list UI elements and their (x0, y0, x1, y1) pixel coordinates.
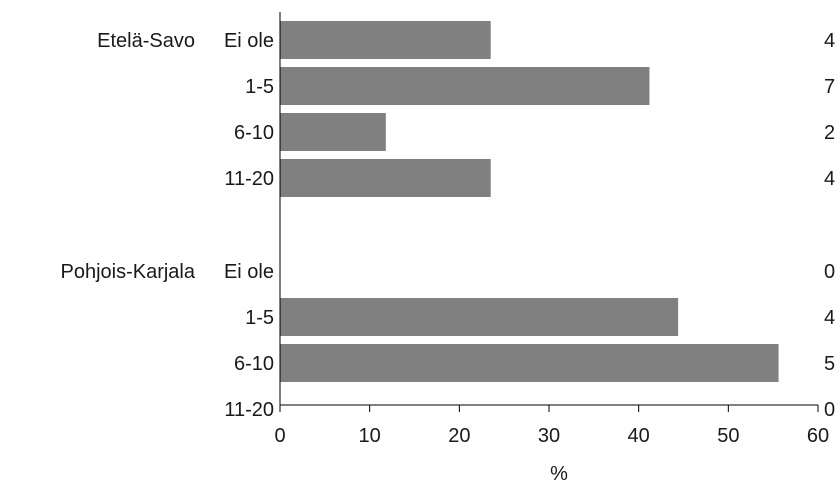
count-label: 4 (824, 307, 835, 329)
bar-0-3 (280, 159, 491, 197)
count-label: 7 (824, 76, 835, 98)
count-label: 4 (824, 30, 835, 52)
x-tick-label: 40 (628, 425, 650, 447)
category-label: 11-20 (224, 168, 274, 190)
count-label: 0 (824, 261, 835, 283)
x-tick-label: 30 (538, 425, 560, 447)
x-tick-label: 60 (807, 425, 829, 447)
bar-0-1 (280, 67, 650, 105)
category-label: 11-20 (224, 399, 274, 421)
bar-0-2 (280, 113, 386, 151)
x-tick-label: 50 (717, 425, 739, 447)
bar-1-2 (280, 344, 779, 382)
category-label: Ei ole (224, 30, 274, 52)
category-label: 6-10 (234, 353, 274, 375)
bar-1-1 (280, 298, 679, 336)
count-label: 0 (824, 399, 835, 421)
x-tick-label: 10 (359, 425, 381, 447)
group-label: Pohjois-Karjala (60, 261, 195, 283)
category-label: 1-5 (245, 307, 274, 329)
x-axis-label: % (550, 463, 568, 485)
x-tick-label: 0 (274, 425, 285, 447)
count-label: 2 (824, 122, 835, 144)
x-tick-label: 20 (448, 425, 470, 447)
category-label: 1-5 (245, 76, 274, 98)
category-label: 6-10 (234, 122, 274, 144)
category-label: Ei ole (224, 261, 274, 283)
bar-0-0 (280, 21, 491, 59)
count-label: 5 (824, 353, 835, 375)
group-label: Etelä-Savo (97, 30, 195, 52)
count-label: 4 (824, 168, 835, 190)
